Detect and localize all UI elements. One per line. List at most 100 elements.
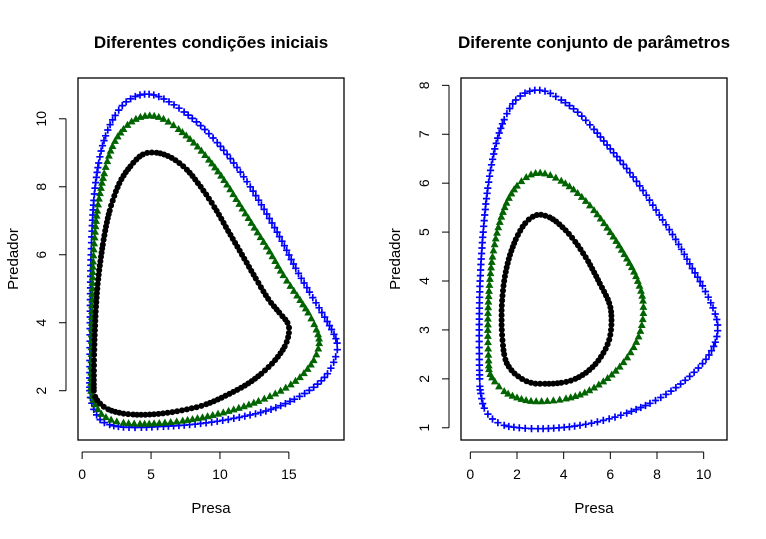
data-point-plus [252,192,260,200]
data-point-triangle [484,303,493,311]
data-point-circle [500,347,507,354]
data-point-circle [164,409,171,416]
y-tick-label: 5 [416,228,432,236]
x-tick-label: 10 [212,466,228,482]
data-point-circle [169,409,176,416]
data-point-plus [150,91,158,99]
data-point-plus [701,287,709,296]
data-point-triangle [555,395,564,403]
data-point-plus [201,125,209,134]
data-point-triangle [617,245,626,253]
x-tick-label: 8 [653,466,661,482]
data-point-plus [659,216,667,224]
data-point-circle [498,302,505,309]
data-point-plus [230,159,238,167]
data-point-plus [290,395,298,403]
data-point-triangle [100,169,109,177]
data-point-triangle [289,286,298,294]
data-point-triangle [193,414,202,422]
data-point-triangle [89,257,98,265]
data-point-circle [91,327,98,334]
data-point-plus [333,346,341,354]
data-point-plus [314,380,322,388]
data-point-triangle [543,396,552,404]
data-point-plus [165,98,173,106]
data-point-circle [607,331,614,338]
series-green-triangle [87,111,324,427]
data-point-triangle [638,315,647,323]
data-point-triangle [495,217,504,225]
data-point-triangle [634,332,643,340]
data-point-triangle [484,292,493,300]
data-point-plus [325,322,334,330]
data-point-plus [698,282,707,290]
data-point-triangle [239,402,248,410]
data-point-plus [662,221,670,229]
data-point-triangle [304,308,313,316]
data-point-plus [492,139,500,147]
data-point-plus [257,201,265,209]
data-point-triangle [211,163,219,171]
data-point-triangle [619,358,628,366]
chart-right-ylabel: Predador [387,228,404,290]
data-point-plus [686,260,694,268]
data-point-plus [479,400,487,408]
data-point-plus [102,132,110,140]
data-point-triangle [312,350,321,358]
data-point-plus [155,93,163,101]
data-point-plus [205,130,213,138]
x-tick-label: 15 [281,466,297,482]
data-point-plus [526,87,534,95]
data-point-circle [92,322,99,329]
data-point-plus [599,416,607,424]
data-point-plus [332,335,340,343]
data-point-plus [96,153,104,161]
data-point-plus [629,173,637,181]
data-point-triangle [220,175,229,184]
data-point-circle [92,393,99,400]
data-point-triangle [566,393,575,401]
y-tick-label: 2 [416,375,432,383]
data-point-circle [284,319,291,326]
data-point-circle [91,332,98,339]
data-point-plus [278,237,286,245]
data-point-plus [272,404,280,412]
data-point-triangle [637,320,646,329]
data-point-plus [707,299,715,307]
data-point-triangle [145,419,154,427]
data-point-circle [188,405,195,412]
data-point-triangle [488,252,497,260]
data-point-circle [91,351,98,358]
data-point-triangle [600,219,608,227]
data-point-circle [92,313,99,320]
data-point-plus [527,425,536,433]
data-point-triangle [622,254,631,262]
data-point-triangle [487,263,496,271]
data-point-plus [637,403,645,412]
data-point-triangle [241,209,250,217]
data-point-triangle [262,242,271,250]
data-point-plus [587,419,596,427]
data-point-plus [702,355,710,363]
data-point-plus [104,126,112,134]
data-point-plus [262,407,270,415]
y-tick-label: 8 [33,183,49,191]
data-point-circle [501,273,508,280]
data-point-plus [503,110,511,118]
chart-right-x-axis: 0 2 4 6 8 10 [466,451,712,482]
data-point-plus [246,183,254,191]
data-point-circle [528,379,534,386]
data-point-triangle [123,120,132,128]
data-point-plus [672,235,680,243]
data-point-plus [694,273,702,281]
data-point-circle [97,258,104,265]
data-point-triangle [204,155,213,163]
data-point-triangle [615,241,623,249]
data-point-plus [317,377,325,385]
chart-right-marks [475,86,722,433]
data-point-circle [99,241,106,248]
data-point-triangle [562,394,570,402]
data-point-plus [327,364,335,372]
data-point-plus [582,420,590,428]
data-point-plus [694,364,702,372]
